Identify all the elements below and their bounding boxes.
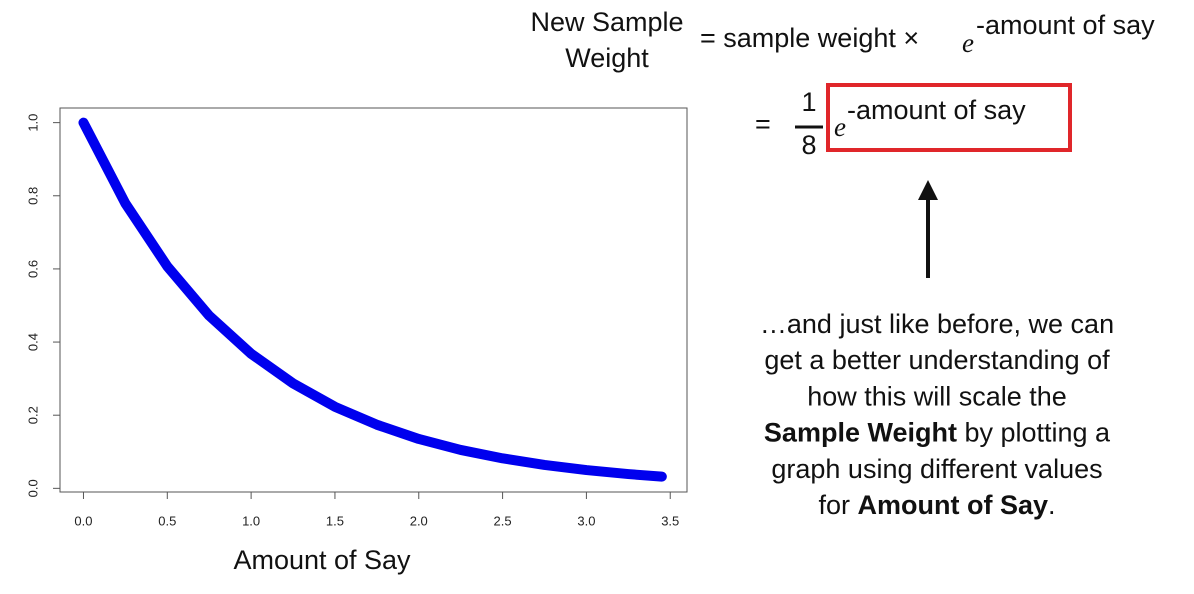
note-span: graph using different values [771, 454, 1102, 484]
equals: = [755, 109, 771, 139]
x-tick-label: 2.0 [410, 513, 428, 528]
x-tick-label: 1.0 [242, 513, 260, 528]
note-line: …and just like before, we can [760, 309, 1114, 339]
y-tick-label: 1.0 [25, 114, 40, 132]
lhs-line: Weight [565, 43, 649, 73]
note-line: get a better understanding of [764, 345, 1110, 375]
rhs: = sample weight × [700, 23, 919, 53]
note-line: graph using different values [771, 454, 1102, 484]
x-axis-label: Amount of Say [233, 545, 411, 575]
note-line: for Amount of Say. [818, 490, 1055, 520]
note-line: Sample Weight by plotting a [764, 418, 1111, 448]
note-span: Amount of Say [857, 490, 1048, 520]
y-tick-label: 0.6 [25, 260, 40, 278]
numerator: 1 [801, 87, 816, 117]
arrow-head [918, 180, 938, 200]
note-span: . [1048, 490, 1056, 520]
y-tick-label: 0.2 [25, 406, 40, 424]
note-span: …and just like before, we can [760, 309, 1114, 339]
exponent: -amount of say [976, 10, 1155, 40]
curve [78, 117, 667, 482]
note-span: get a better understanding of [764, 345, 1110, 375]
base: e [834, 112, 846, 142]
x-tick-label: 0.0 [74, 513, 92, 528]
x-tick-label: 2.5 [494, 513, 512, 528]
note: …and just like before, we can get a bette… [760, 309, 1114, 520]
note-span: for [818, 490, 857, 520]
note-span: by plotting a [957, 418, 1111, 448]
note-span: how this will scale the [807, 382, 1067, 412]
x-tick-label: 1.5 [326, 513, 344, 528]
y-tick-label: 0.4 [25, 333, 40, 351]
y-tick-label: 0.8 [25, 187, 40, 205]
y-tick-label: 0.0 [25, 479, 40, 497]
exponent: -amount of say [847, 95, 1026, 125]
x-tick-label: 3.5 [661, 513, 679, 528]
lhs-line: New Sample [530, 7, 683, 37]
base: e [962, 28, 974, 58]
denominator: 8 [801, 130, 816, 160]
highlight-box [826, 83, 1072, 152]
x-tick-label: 3.0 [577, 513, 595, 528]
note-span: Sample Weight [764, 418, 957, 448]
note-line: how this will scale the [807, 382, 1067, 412]
x-tick-label: 0.5 [158, 513, 176, 528]
plot-frame [59, 107, 688, 493]
